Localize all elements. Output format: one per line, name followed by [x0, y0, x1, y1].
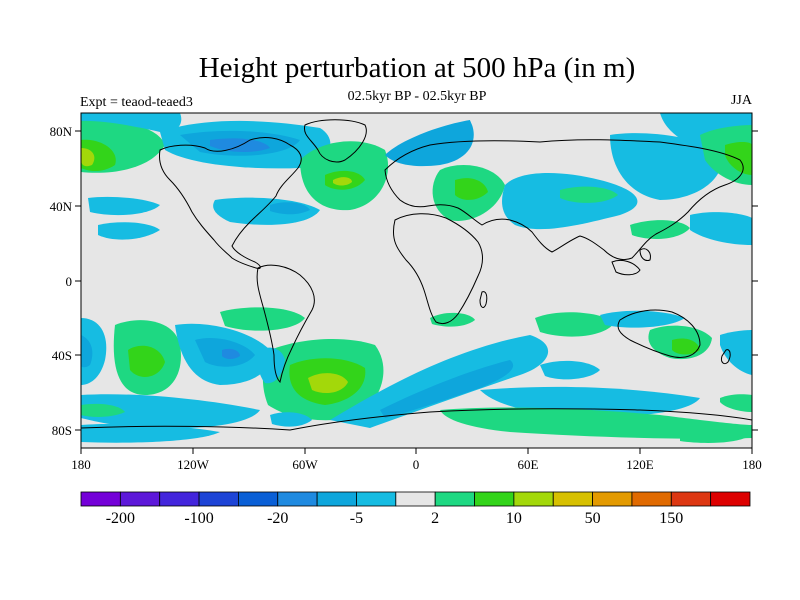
anomaly-region — [81, 335, 93, 368]
anomaly-region — [308, 373, 348, 394]
colorbar-swatch — [395, 491, 436, 507]
lat-tick-label: 80N — [50, 124, 73, 139]
lon-tick-label: 180 — [742, 457, 762, 472]
anomaly-region — [540, 360, 600, 380]
colorbar-swatch — [159, 491, 200, 507]
anomaly-region — [98, 222, 160, 240]
colorbar-label: -20 — [267, 510, 288, 527]
anomaly-region — [270, 412, 312, 427]
lon-tick-label: 0 — [413, 457, 420, 472]
lat-tick-label: 40N — [50, 199, 73, 214]
colorbar-swatch — [474, 491, 515, 507]
anomaly-region — [330, 335, 549, 428]
colorbar-label: 50 — [585, 510, 601, 527]
lon-axis: 180 120W 60W 0 60E 120E 180 — [71, 448, 762, 472]
anomaly-region — [81, 318, 107, 385]
map-panel — [80, 112, 753, 449]
anomaly-region — [257, 347, 285, 384]
coastline-africa — [392, 213, 483, 325]
anomaly-region — [690, 212, 752, 245]
anomaly-region — [81, 148, 95, 167]
coastline-south-america — [256, 264, 315, 384]
colorbar-swatch — [238, 491, 279, 507]
colorbar-label: -5 — [350, 510, 363, 527]
plot-subtitle: 02.5kyr BP - 02.5kyr BP — [347, 89, 487, 104]
coastline-greenland — [303, 119, 367, 163]
colorbar-label: 2 — [431, 510, 439, 527]
anomaly-region — [128, 345, 165, 377]
lon-tick-label: 120E — [626, 457, 654, 472]
colorbar-swatch — [434, 491, 475, 507]
lon-tick-label: 60E — [518, 457, 539, 472]
lat-tick-label: 40S — [52, 348, 72, 363]
anomaly-region — [630, 220, 690, 240]
experiment-label: Expt = teaod-teaed3 — [80, 95, 193, 110]
lon-tick-label: 180 — [71, 457, 91, 472]
anomaly-region — [380, 360, 514, 418]
anomaly-region — [680, 433, 745, 443]
anomaly-region — [610, 133, 722, 200]
anomaly-region — [600, 310, 685, 328]
coastline-maritime — [611, 248, 651, 276]
colorbar-swatch — [277, 491, 318, 507]
anomaly-region — [560, 186, 618, 203]
colorbar-swatch — [631, 491, 672, 507]
coastline-australia — [617, 309, 701, 359]
colorbar-swatch — [670, 491, 712, 507]
colorbar-swatch — [592, 491, 633, 507]
colorbar-swatch — [316, 491, 357, 507]
coastline-madagascar — [479, 291, 488, 308]
colorbar-swatch — [710, 491, 751, 507]
lat-tick-label: 0 — [66, 274, 73, 289]
colorbar — [80, 491, 751, 507]
anomaly-region — [333, 177, 352, 186]
anomaly-region — [81, 394, 260, 429]
anomaly-region — [81, 403, 125, 417]
lon-tick-label: 120W — [177, 457, 210, 472]
anomaly-region — [535, 312, 615, 337]
coastlines — [81, 119, 752, 431]
anomaly-region — [440, 407, 752, 439]
plot-title: Height perturbation at 500 hPa (in m) — [198, 52, 636, 84]
colorbar-swatch — [80, 491, 121, 507]
colorbar-swatch — [356, 491, 397, 507]
anomaly-region — [672, 338, 700, 355]
anomaly-region — [720, 330, 752, 375]
colorbar-label: 150 — [659, 510, 683, 527]
coastline-antarctica — [81, 408, 752, 431]
anomaly-region — [220, 307, 305, 331]
anomaly-region — [725, 141, 752, 175]
height-anomaly-field — [81, 113, 752, 443]
colorbar-label: -100 — [184, 510, 213, 527]
colorbar-swatch — [552, 491, 593, 507]
colorbar-swatch — [513, 491, 554, 507]
lat-tick-label: 80S — [52, 423, 72, 438]
lon-tick-label: 60W — [292, 457, 318, 472]
anomaly-region — [222, 348, 240, 359]
coastline-north-america — [159, 137, 302, 269]
lat-axis: 80N 40N 0 40S 80S — [50, 124, 758, 438]
anomaly-region — [88, 196, 160, 216]
coastline-new-zealand — [721, 349, 731, 365]
colorbar-label: 10 — [506, 510, 522, 527]
anomaly-region — [720, 394, 752, 412]
anomaly-region — [270, 202, 310, 215]
colorbar-swatch — [198, 491, 239, 507]
colorbar-labels: -200 -100 -20 -5 2 10 50 150 — [106, 510, 684, 527]
anomaly-region — [385, 120, 474, 167]
anomaly-region — [81, 423, 220, 443]
anomaly-region — [455, 178, 488, 200]
colorbar-swatch — [119, 491, 161, 507]
season-label: JJA — [730, 93, 752, 108]
colorbar-label: -200 — [106, 510, 135, 527]
coastline-eurasia — [384, 139, 744, 261]
anomaly-region — [81, 113, 182, 133]
